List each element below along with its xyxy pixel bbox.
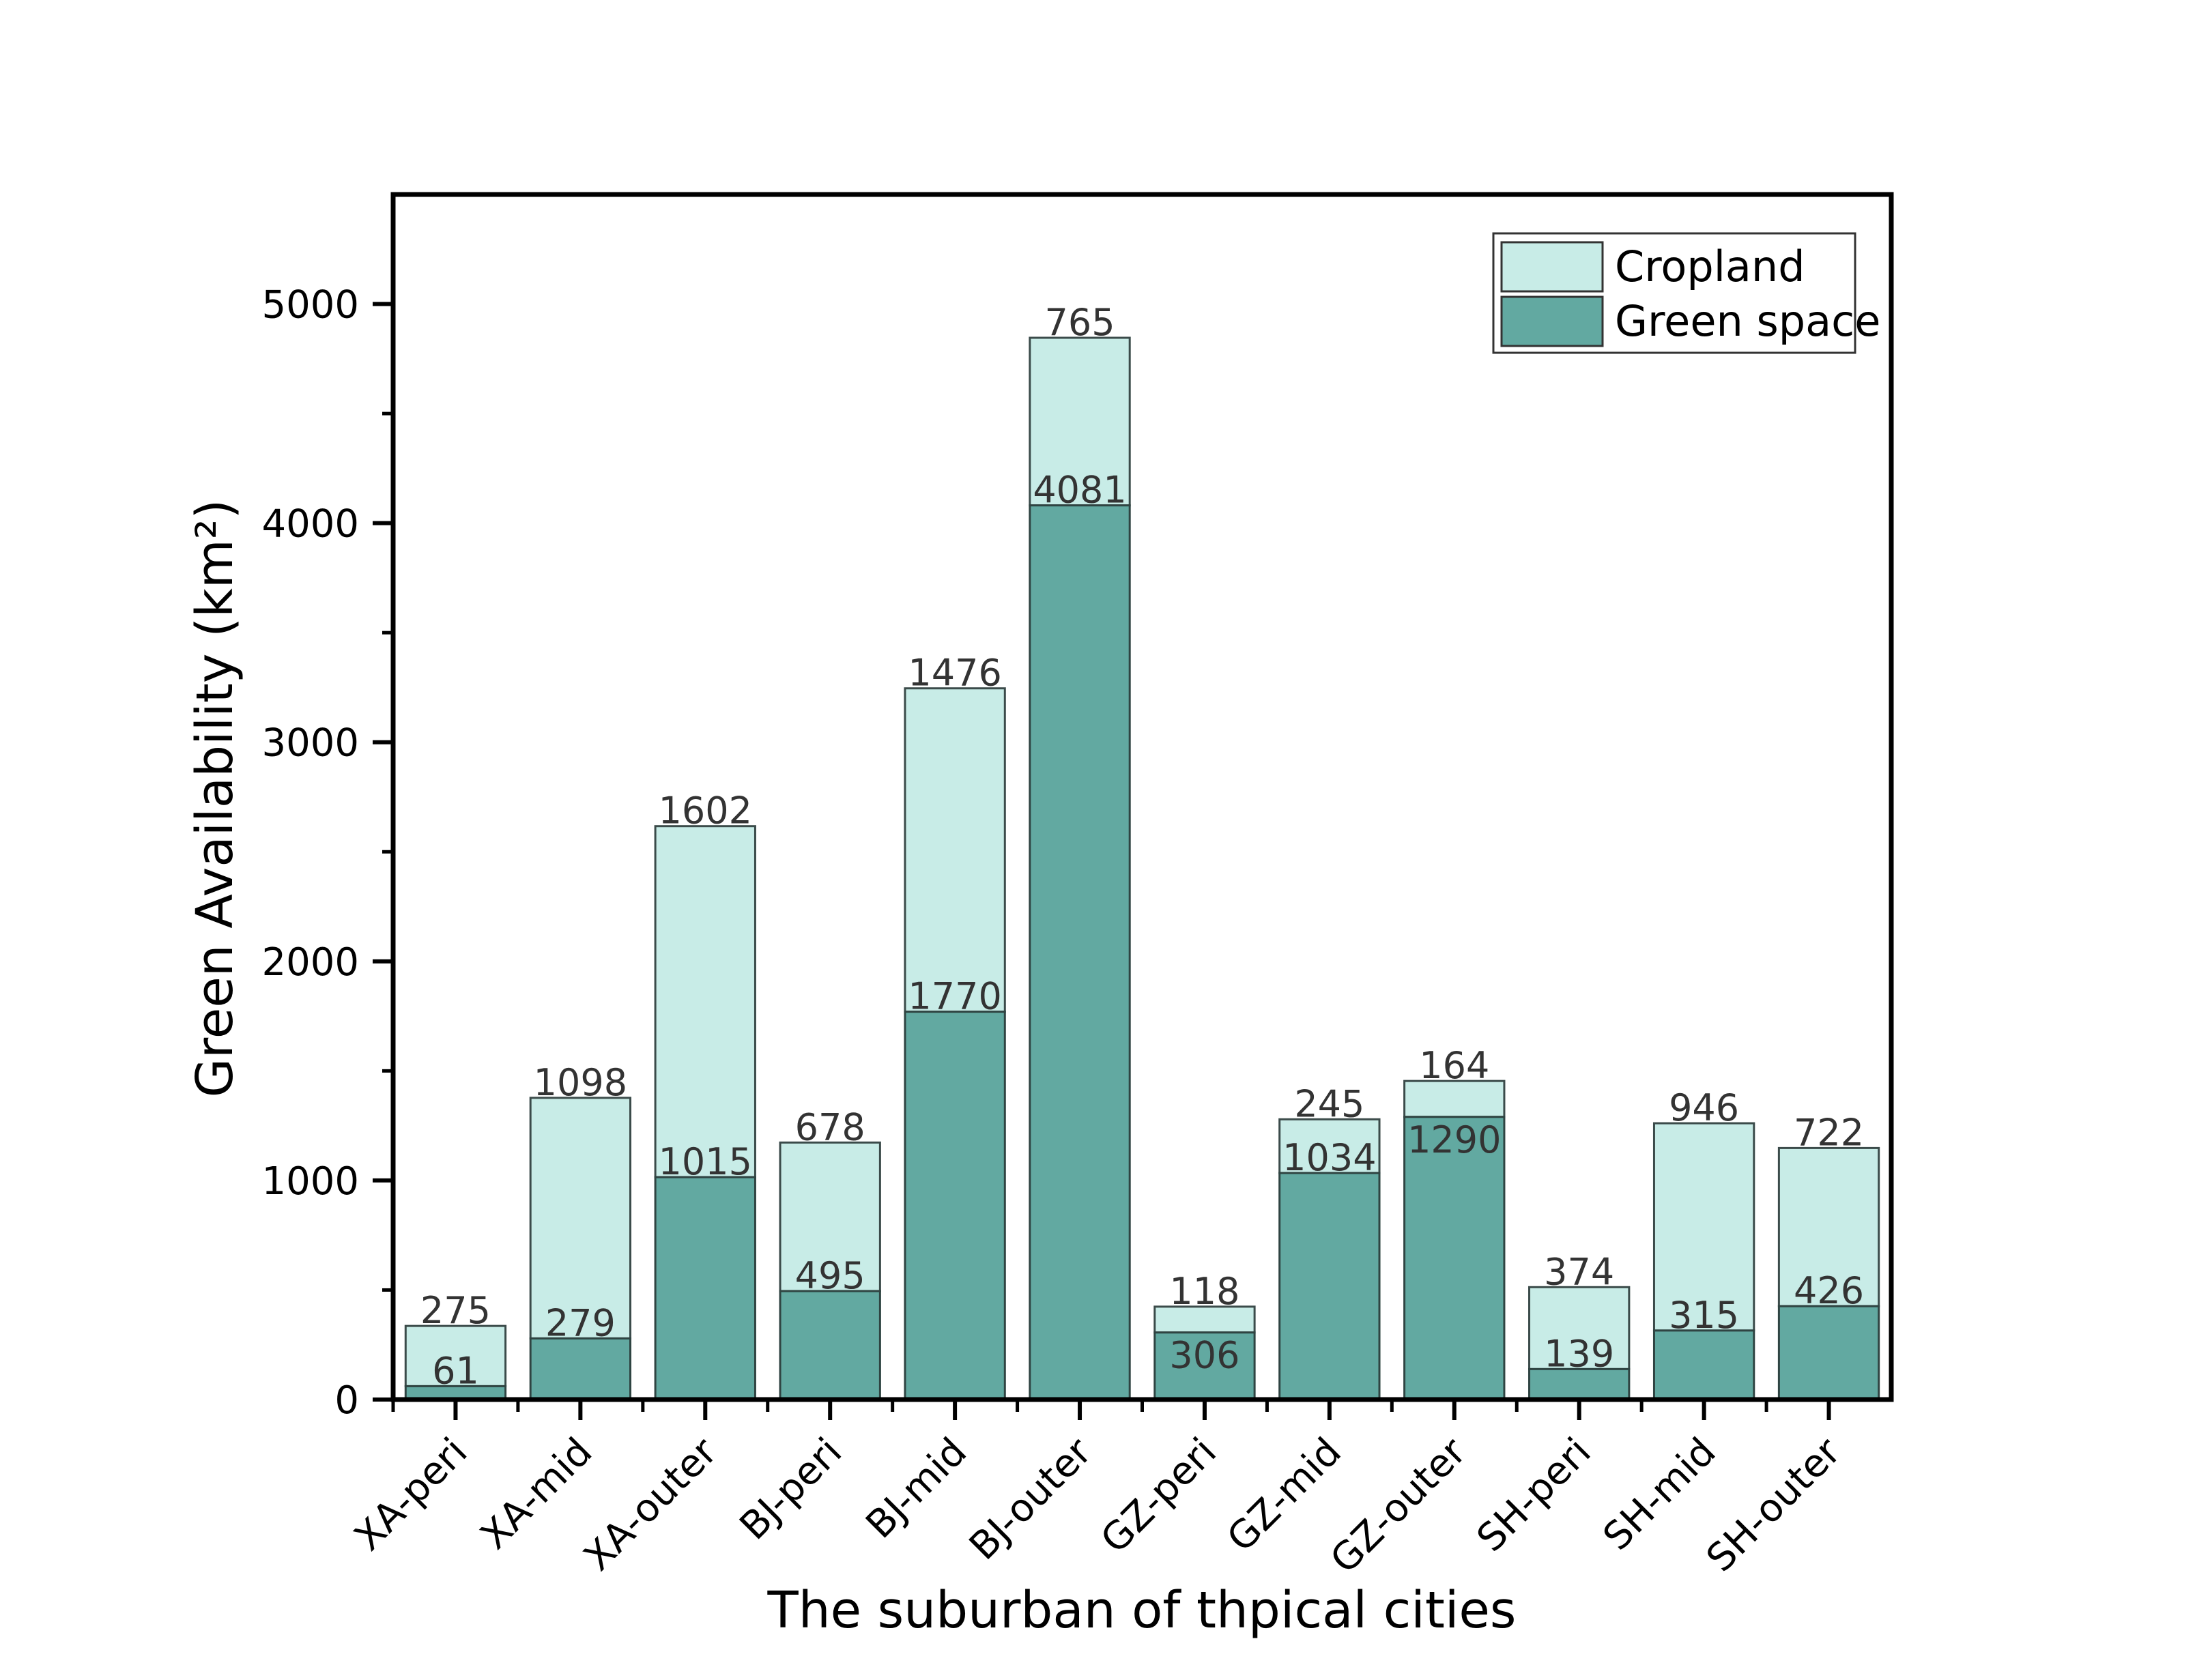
x-tick-label-GZ-mid: GZ-mid <box>1219 1430 1350 1561</box>
legend-label-green-space: Green space <box>1615 296 1880 346</box>
x-tick-label-SH-mid: SH-mid <box>1595 1430 1725 1559</box>
data-label-green-space-GZ-peri: 306 <box>1169 1334 1239 1377</box>
x-tick-label-GZ-outer: GZ-outer <box>1322 1429 1475 1582</box>
data-label-green-space-SH-peri: 139 <box>1544 1332 1614 1375</box>
bar-cropland-SH-peri <box>1528 1286 1631 1370</box>
bar-green-space-SH-mid <box>1652 1329 1755 1401</box>
data-label-cropland-BJ-peri: 678 <box>795 1105 865 1148</box>
data-label-cropland-GZ-mid: 245 <box>1294 1082 1364 1125</box>
data-label-green-space-GZ-mid: 1034 <box>1282 1136 1376 1179</box>
data-label-cropland-XA-mid: 1098 <box>534 1061 627 1104</box>
bar-cropland-XA-peri <box>404 1324 507 1387</box>
x-tick-label-XA-peri: XA-peri <box>346 1430 476 1559</box>
data-label-green-space-XA-mid: 279 <box>545 1301 616 1344</box>
y-tick-label: 5000 <box>261 283 359 328</box>
data-label-cropland-XA-outer: 1602 <box>659 790 752 832</box>
data-label-cropland-BJ-outer: 765 <box>1045 301 1115 344</box>
data-label-green-space-BJ-mid: 1770 <box>908 975 1001 1018</box>
legend-swatch-green-space <box>1500 295 1604 347</box>
x-tick-label-SH-outer: SH-outer <box>1698 1429 1850 1580</box>
y-tick-label: 4000 <box>261 502 359 547</box>
data-label-cropland-GZ-outer: 164 <box>1419 1044 1489 1087</box>
data-label-cropland-SH-mid: 946 <box>1669 1086 1739 1129</box>
bar-cropland-GZ-mid <box>1278 1118 1381 1174</box>
y-tick-label: 0 <box>334 1378 359 1423</box>
bar-green-space-XA-mid <box>529 1337 632 1401</box>
data-label-green-space-XA-peri: 61 <box>432 1349 479 1392</box>
x-tick-label-BJ-outer: BJ-outer <box>961 1429 1101 1569</box>
y-tick-label: 3000 <box>261 721 359 766</box>
data-label-cropland-SH-peri: 374 <box>1544 1250 1614 1293</box>
bar-green-space-BJ-mid <box>904 1011 1006 1401</box>
x-axis-title: The suburban of thpical cities <box>767 1581 1517 1640</box>
bar-green-space-BJ-outer <box>1029 504 1131 1401</box>
bar-green-space-BJ-peri <box>779 1290 881 1401</box>
bar-cropland-XA-mid <box>529 1097 632 1339</box>
x-tick-label-XA-outer: XA-outer <box>575 1429 726 1580</box>
x-tick-label-XA-mid: XA-mid <box>472 1430 601 1558</box>
data-label-cropland-BJ-mid: 1476 <box>908 652 1001 695</box>
y-tick-label: 1000 <box>261 1159 359 1204</box>
data-label-green-space-BJ-outer: 4081 <box>1033 469 1126 512</box>
data-label-green-space-GZ-outer: 1290 <box>1407 1118 1501 1161</box>
x-tick-label-BJ-mid: BJ-mid <box>858 1430 975 1547</box>
x-tick-label-SH-peri: SH-peri <box>1469 1430 1600 1561</box>
data-label-cropland-XA-peri: 275 <box>420 1289 491 1332</box>
legend-label-cropland: Cropland <box>1615 242 1805 291</box>
legend-swatch-cropland <box>1500 241 1604 293</box>
x-tick-label-BJ-peri: BJ-peri <box>732 1430 850 1548</box>
data-label-cropland-SH-outer: 722 <box>1794 1111 1864 1154</box>
data-label-green-space-SH-mid: 315 <box>1669 1294 1739 1337</box>
bar-cropland-BJ-mid <box>904 687 1006 1013</box>
bar-green-space-SH-outer <box>1777 1305 1880 1401</box>
legend: Cropland Green space <box>1492 232 1880 354</box>
bar-cropland-BJ-peri <box>779 1141 881 1292</box>
bar-green-space-GZ-mid <box>1278 1172 1381 1401</box>
data-label-green-space-SH-outer: 426 <box>1794 1269 1864 1312</box>
y-tick-label: 2000 <box>261 940 359 985</box>
bar-green-space-XA-outer <box>654 1176 756 1401</box>
bar-cropland-SH-outer <box>1777 1146 1880 1307</box>
bar-cropland-GZ-outer <box>1403 1080 1506 1118</box>
data-label-green-space-BJ-peri: 495 <box>795 1254 865 1297</box>
bar-cropland-XA-outer <box>654 825 756 1178</box>
bar-green-space-GZ-outer <box>1403 1116 1506 1401</box>
x-tick-label-GZ-peri: GZ-peri <box>1093 1430 1225 1562</box>
data-label-cropland-GZ-peri: 118 <box>1169 1270 1239 1313</box>
y-axis-title: Green Availability (km²) <box>186 499 244 1098</box>
data-label-green-space-XA-outer: 1015 <box>659 1140 752 1183</box>
bar-cropland-SH-mid <box>1652 1122 1755 1332</box>
